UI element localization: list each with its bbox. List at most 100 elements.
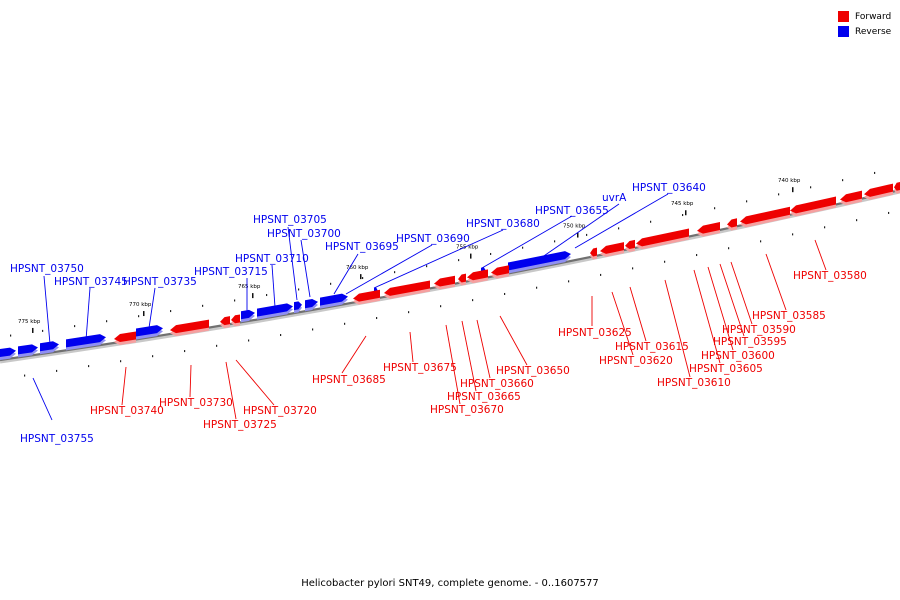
gene-label-forward: HPSNT_03685: [312, 374, 386, 386]
gene-label-forward: HPSNT_03605: [689, 363, 763, 375]
legend-reverse: Reverse: [838, 24, 891, 39]
gene-label-forward: HPSNT_03580: [793, 270, 867, 282]
minor-tick-upper: [138, 315, 140, 318]
forward-gene-5-body: [384, 280, 430, 296]
leader-line: [445, 324, 461, 405]
forward-gene-8-body: [467, 269, 488, 281]
gene-label-reverse: HPSNT_03755: [20, 433, 94, 445]
minor-tick-lower: [408, 311, 410, 314]
reverse-gene-6-body: [257, 303, 293, 317]
gene-label-reverse: uvrA: [602, 192, 627, 204]
tick-label: 755 kbp: [456, 245, 479, 251]
forward-gene-0: [114, 331, 136, 346]
leader-line: [333, 253, 359, 295]
forward-gene-16-body: [740, 206, 790, 225]
minor-tick-upper: [362, 277, 364, 280]
minor-tick-lower: [824, 226, 826, 229]
gene-label-reverse: HPSNT_03680: [466, 218, 540, 230]
leader-line: [476, 319, 491, 379]
minor-tick-lower: [248, 339, 250, 342]
forward-gene-19: [864, 183, 893, 200]
minor-tick-upper: [874, 171, 876, 174]
reverse-gene-4: [136, 325, 163, 340]
tick-label: 740 kbp: [778, 178, 801, 184]
minor-tick-lower: [664, 260, 666, 263]
leader-line: [730, 261, 753, 325]
leader-line: [574, 193, 669, 249]
leader-line: [121, 366, 127, 406]
minor-tick-lower: [344, 322, 346, 325]
leader-line: [765, 253, 787, 311]
forward-gene-8: [467, 269, 488, 284]
leader-line: [373, 229, 504, 289]
minor-tick-upper: [490, 252, 492, 255]
leader-line: [814, 239, 827, 271]
major-tick: [470, 253, 472, 259]
gene-label-forward: HPSNT_03720: [243, 405, 317, 417]
gene-label-reverse: HPSNT_03695: [325, 241, 399, 253]
forward-gene-2: [220, 316, 230, 329]
forward-gene-14: [697, 221, 720, 237]
leader-line: [719, 263, 745, 337]
forward-gene-4-body: [353, 289, 380, 302]
reverse-gene-3-body: [66, 334, 106, 348]
forward-gene-1: [170, 319, 209, 337]
forward-gene-20: [894, 182, 900, 194]
reverse-gene-1: [18, 344, 38, 358]
leader-line: [287, 226, 298, 301]
gene-label-forward: HPSNT_03675: [383, 362, 457, 374]
minor-tick-lower: [280, 334, 282, 337]
minor-tick-lower: [472, 299, 474, 302]
forward-gene-3: [231, 314, 240, 327]
minor-tick-lower: [88, 365, 90, 368]
minor-tick-upper: [106, 320, 108, 323]
reverse-gene-2-body: [40, 341, 59, 352]
forward-gene-6: [434, 275, 455, 290]
reverse-gene-1-body: [18, 344, 38, 355]
minor-tick-lower: [56, 369, 58, 372]
gene-label-forward: HPSNT_03665: [447, 391, 521, 403]
gene-label-forward: HPSNT_03610: [657, 377, 731, 389]
gene-label-forward: HPSNT_03725: [203, 419, 277, 431]
major-tick: [360, 274, 362, 280]
minor-tick-lower: [792, 233, 794, 236]
minor-tick-lower: [24, 374, 26, 377]
minor-tick-lower: [216, 344, 218, 347]
reverse-gene-5-body: [241, 309, 255, 320]
minor-tick-upper: [778, 193, 780, 196]
minor-tick-upper: [10, 334, 12, 337]
forward-swatch: [838, 11, 849, 22]
minor-tick-upper: [650, 220, 652, 223]
leader-line: [32, 377, 53, 421]
legend-forward-label: Forward: [855, 11, 892, 22]
minor-tick-upper: [618, 227, 620, 230]
minor-tick-lower: [568, 280, 570, 283]
minor-tick-lower: [760, 240, 762, 243]
gene-label-reverse: HPSNT_03705: [253, 214, 327, 226]
minor-tick-upper: [714, 207, 716, 210]
leader-line: [271, 264, 276, 308]
leader-line: [148, 287, 156, 329]
major-tick: [143, 311, 145, 317]
minor-tick-upper: [458, 259, 460, 262]
minor-tick-upper: [842, 179, 844, 182]
minor-tick-upper: [810, 186, 812, 189]
minor-tick-lower: [184, 350, 186, 353]
legend-reverse-label: Reverse: [855, 26, 892, 37]
reverse-gene-5: [241, 309, 255, 323]
major-tick: [792, 187, 794, 193]
tick-label: 765 kbp: [238, 284, 261, 290]
forward-gene-19-body: [864, 183, 893, 197]
forward-gene-20-body: [894, 182, 900, 191]
forward-gene-14-body: [697, 221, 720, 234]
gene-label-forward: HPSNT_03595: [713, 336, 787, 348]
forward-gene-11: [600, 242, 624, 257]
leader-line: [341, 335, 367, 374]
leader-line: [85, 287, 91, 341]
reverse-gene-7: [294, 301, 302, 314]
minor-tick-lower: [600, 273, 602, 276]
reverse-gene-9-body: [320, 293, 348, 306]
gene-layer: [0, 182, 900, 360]
reverse-gene-12: [508, 251, 571, 274]
